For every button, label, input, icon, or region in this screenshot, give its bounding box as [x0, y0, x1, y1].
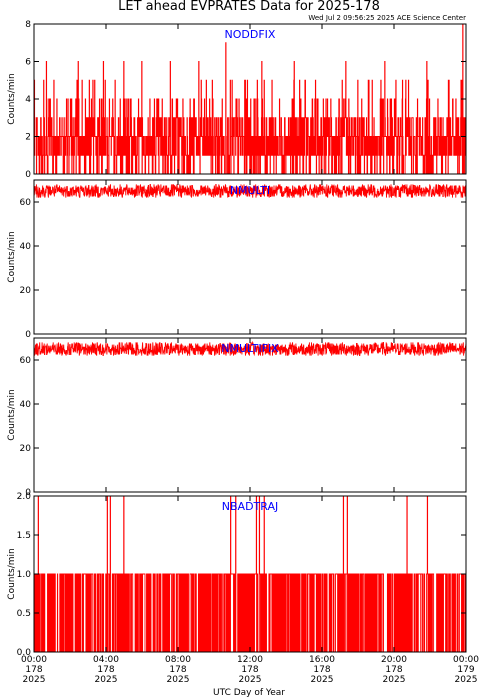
y-tick-label: 2.0 [17, 492, 32, 502]
y-tick-label: 40 [20, 242, 32, 252]
x-tick-time-label: 00:00 [453, 655, 479, 665]
panels-group: 0 2 4 6 8 Counts/min NODDFIX 0 20 40 60 Counts/min N… [7, 20, 479, 685]
y-tick-label: 2 [25, 133, 31, 143]
y-tick-label: 60 [20, 356, 32, 366]
figure-title: LET ahead EVPRATES Data for 2025-178 [118, 0, 380, 14]
x-tick-doy-label: 178 [385, 665, 402, 675]
panel-label-noddfix: NODDFIX [225, 28, 276, 41]
series-line-nmulti [33, 183, 467, 199]
y-tick-label: 1.5 [17, 531, 31, 541]
x-tick-time-label: 04:00 [93, 655, 119, 665]
x-tick-time-label: 00:00 [21, 655, 47, 665]
x-tick-year-label: 2025 [239, 675, 262, 685]
y-tick-label: 1.0 [17, 570, 32, 580]
y-tick-label: 20 [20, 444, 32, 454]
y-tick-label: 0 [25, 488, 31, 498]
panel-label-nmultifix: NMULTIFIX [221, 342, 279, 355]
x-tick-doy-label: 178 [169, 665, 186, 675]
y-tick-label: 0 [25, 330, 31, 340]
x-tick-doy-label: 178 [25, 665, 42, 675]
x-tick-year-label: 2025 [455, 675, 478, 685]
x-tick-time-label: 16:00 [309, 655, 335, 665]
x-tick-year-label: 2025 [383, 675, 406, 685]
x-tick-doy-label: 179 [457, 665, 474, 675]
x-tick-year-label: 2025 [95, 675, 118, 685]
panel-frame-nmultifix [33, 337, 467, 493]
y-axis-label: Counts/min [7, 231, 17, 282]
x-axis-label: UTC Day of Year [213, 688, 285, 698]
x-tick-year-label: 2025 [167, 675, 190, 685]
series-line-noddfix [33, 23, 467, 175]
y-tick-label: 40 [20, 400, 32, 410]
x-tick-year-label: 2025 [23, 675, 46, 685]
y-tick-label: 0.5 [17, 609, 31, 619]
y-axis-label: Counts/min [7, 73, 17, 124]
series-line-nbadtraj [33, 495, 467, 653]
x-tick-doy-label: 178 [241, 665, 258, 675]
panel-label-nmulti: NMULTI [230, 184, 270, 197]
x-tick-time-label: 08:00 [165, 655, 191, 665]
x-tick-time-label: 20:00 [381, 655, 407, 665]
y-tick-label: 20 [20, 286, 32, 296]
x-tick-time-label: 12:00 [237, 655, 263, 665]
y-tick-label: 4 [25, 95, 31, 105]
y-tick-label: 0 [25, 170, 31, 180]
y-tick-label: 6 [25, 58, 31, 68]
y-axis-label: Counts/min [7, 548, 17, 599]
x-tick-doy-label: 178 [313, 665, 330, 675]
panel-label-nbadtraj: NBADTRAJ [222, 500, 278, 513]
y-tick-label: 0.0 [17, 648, 32, 658]
y-tick-label: 60 [20, 198, 32, 208]
x-tick-doy-label: 178 [97, 665, 114, 675]
y-tick-label: 8 [25, 20, 31, 30]
timestamp-stamp: Wed Jul 2 09:56:25 2025 ACE Science Cent… [308, 14, 466, 22]
y-axis-label: Counts/min [7, 389, 17, 440]
panel-frame-nmulti [33, 179, 467, 335]
x-tick-year-label: 2025 [311, 675, 334, 685]
